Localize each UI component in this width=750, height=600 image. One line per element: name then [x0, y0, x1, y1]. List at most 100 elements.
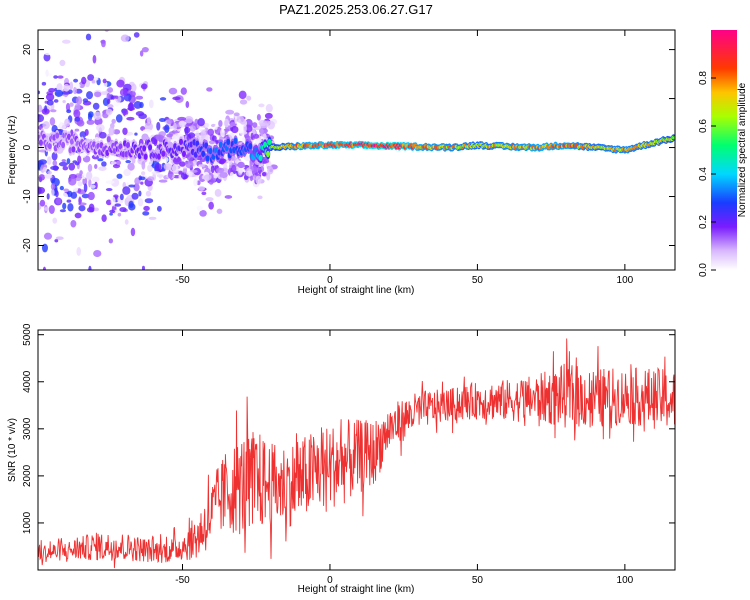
spectrogram-cell	[184, 116, 194, 124]
spectrogram-ridge	[208, 147, 213, 155]
spectrogram-cell	[166, 118, 173, 125]
spectrogram-cell	[68, 162, 76, 171]
spectrogram-cell	[63, 188, 70, 192]
spectrogram-cell	[231, 164, 237, 173]
spectrogram-cell	[52, 160, 58, 167]
spectrogram-ridge	[226, 138, 231, 146]
spectrogram-cell	[59, 192, 69, 200]
spectrogram-cell	[63, 83, 70, 92]
spectrogram-ridge	[148, 144, 153, 151]
spectrogram-cell	[141, 171, 146, 176]
spectrogram-cell	[97, 158, 104, 162]
spectrogram-cell	[112, 209, 122, 214]
spectrogram-cell	[126, 116, 135, 121]
spectrogram-cell	[144, 122, 154, 131]
spectrogram-ridge	[106, 136, 111, 143]
spectrogram-cell	[66, 109, 72, 114]
spectrogram-cell	[189, 125, 196, 132]
spectrogram-cell	[223, 118, 230, 128]
spectrogram-cell	[84, 2, 88, 8]
spectrogram-cell	[108, 126, 115, 136]
spectrogram-ridge	[71, 146, 76, 153]
spectrogram-cell	[158, 117, 166, 123]
spectrogram-cell	[259, 127, 264, 136]
spectrogram-cell	[178, 170, 183, 175]
spectrogram-cell	[87, 74, 95, 81]
spectrogram-cell	[125, 160, 131, 164]
spectrogram-cell	[233, 112, 240, 117]
spectrogram-ridge	[201, 150, 206, 157]
spectrogram-cell	[206, 87, 213, 92]
spectrogram-cell	[123, 168, 131, 177]
spectrogram-cell	[54, 239, 59, 243]
spectrogram-cell	[66, 158, 71, 165]
spectrogram-y-tick-label: 0	[22, 144, 33, 150]
snr-x-label: Height of straight line (km)	[298, 584, 415, 595]
spectrogram-cell	[81, 193, 90, 199]
spectrogram-cell	[74, 212, 82, 219]
spectrogram-cell	[49, 117, 56, 126]
spectrogram-cell	[73, 78, 79, 83]
spectrogram-ridge	[267, 138, 272, 146]
spectrogram-cell	[64, 118, 70, 127]
spectrogram-ridge	[204, 142, 209, 149]
spectrogram-cell	[253, 167, 263, 171]
spectrogram-cell	[87, 163, 93, 172]
spectrogram-cell	[101, 161, 107, 167]
spectrogram-ridge	[55, 132, 60, 139]
spectrogram-cell	[117, 212, 122, 217]
spectrogram-cell	[80, 152, 87, 158]
spectrogram-cell	[214, 189, 222, 197]
spectrogram-cell	[128, 184, 136, 188]
colorbar: 0.0 0.2 0.4 0.6 0.8 Normalized spectral ampl…	[698, 30, 748, 277]
spectrogram-y-tick-label: 20	[22, 44, 33, 56]
spectrogram-cell	[69, 102, 74, 107]
snr-x-tick-label: 100	[617, 575, 634, 586]
spectrogram-cell	[45, 93, 55, 101]
spectrogram-cell	[46, 193, 50, 200]
spectrogram-cell	[180, 87, 187, 95]
spectrogram-cell	[45, 69, 49, 77]
spectrogram-ridge	[181, 150, 186, 158]
spectrogram-cell	[98, 131, 107, 139]
spectrogram-cell	[171, 164, 179, 173]
spectrogram-cell	[109, 212, 113, 216]
spectrogram-cell	[252, 122, 258, 128]
spectrogram-cell	[133, 183, 140, 192]
spectrogram-cell	[82, 177, 88, 186]
spectrogram-cell	[75, 96, 83, 105]
spectrogram-cell	[128, 200, 134, 208]
spectrogram-cell	[238, 90, 247, 100]
spectrogram-cell	[236, 115, 245, 123]
colorbar-label: Normalized spectral amplitude	[737, 82, 748, 217]
spectrogram-cell	[131, 156, 136, 164]
spectrogram-cell	[85, 33, 92, 41]
spectrogram-cell	[249, 175, 254, 182]
spectrogram-cell	[72, 186, 78, 192]
spectrogram-cell	[239, 99, 248, 105]
colorbar-tick-label: 0.2	[698, 215, 709, 229]
spectrogram-cell	[38, 186, 42, 195]
spectrogram-cell	[141, 160, 146, 170]
spectrogram-cell	[214, 124, 218, 130]
spectrogram-cell	[91, 79, 96, 84]
spectrogram-cell	[44, 174, 53, 179]
spectrogram-cell	[179, 120, 186, 128]
spectrogram-cell	[66, 199, 72, 203]
spectrogram-cell	[46, 99, 54, 106]
snr-x-tick-label: 0	[327, 575, 333, 586]
spectrogram-cell	[163, 157, 169, 163]
spectrogram-y-tick-label: 10	[22, 93, 33, 105]
spectrogram-cell	[78, 196, 82, 205]
spectrogram-cell	[192, 159, 197, 166]
spectrogram-cell	[79, 131, 87, 139]
spectrogram-ridge	[258, 154, 263, 162]
spectrogram-x-label: Height of straight line (km)	[298, 285, 415, 296]
spectrogram-cell	[92, 54, 97, 64]
spectrogram-cell	[119, 88, 128, 97]
spectrogram-cell	[101, 39, 106, 48]
spectrogram-cell	[163, 163, 173, 171]
spectrogram-cell	[200, 130, 207, 139]
spectrogram-cell	[194, 118, 199, 126]
spectrogram-cell	[42, 121, 50, 130]
